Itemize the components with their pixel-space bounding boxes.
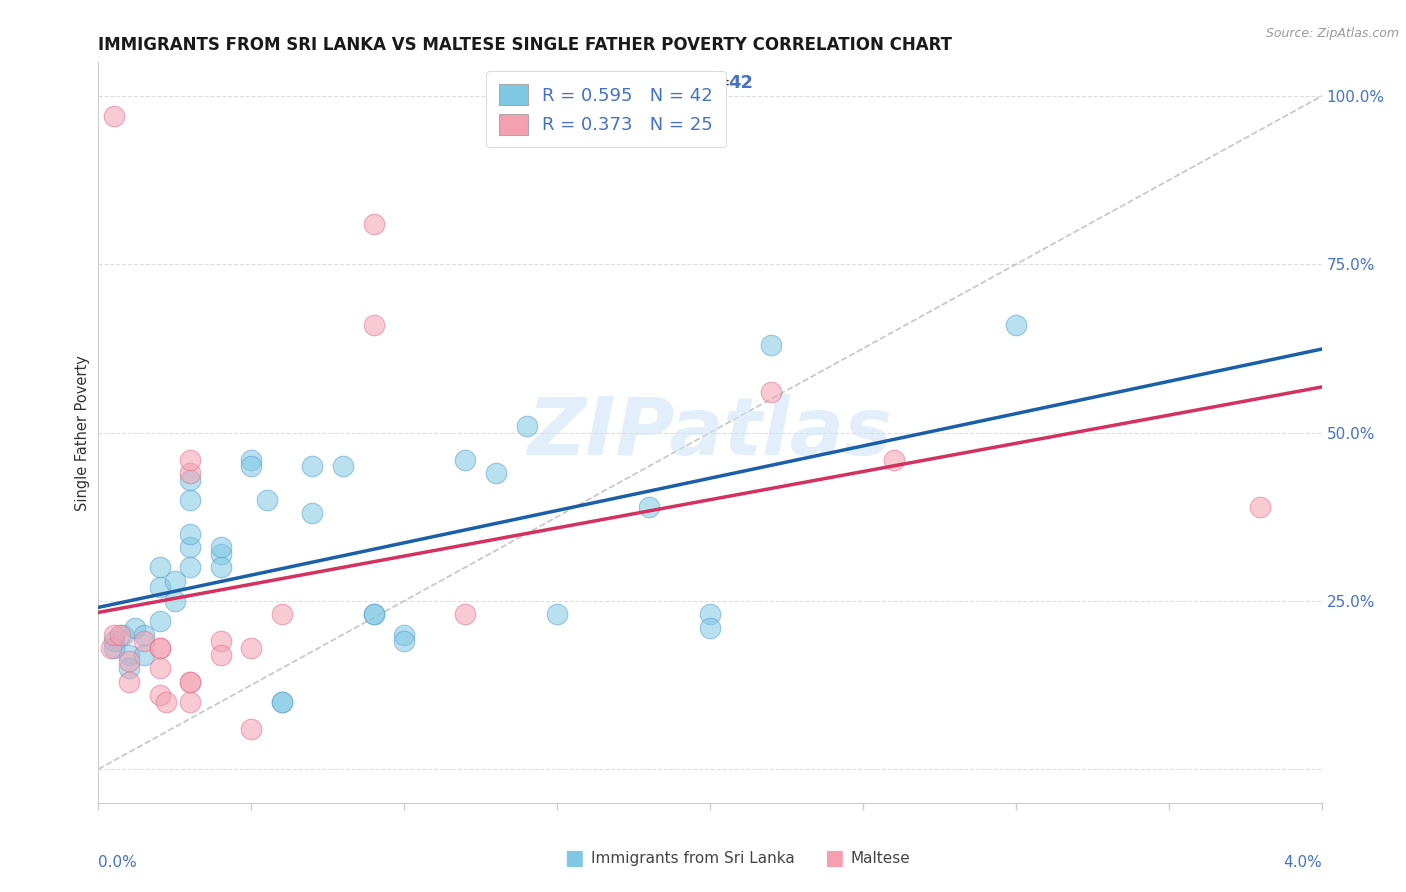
Point <box>179 526 201 541</box>
Point <box>256 492 278 507</box>
Point <box>179 674 201 689</box>
Point <box>179 452 201 467</box>
Text: ZIPatlas: ZIPatlas <box>527 393 893 472</box>
Point <box>149 688 172 702</box>
Point <box>270 695 294 709</box>
Point <box>134 627 156 641</box>
Point <box>759 338 782 352</box>
Point <box>149 640 172 655</box>
Point <box>363 607 385 622</box>
Point <box>240 640 263 655</box>
Point <box>179 466 201 480</box>
Point <box>179 473 201 487</box>
Text: N =: N = <box>679 73 737 92</box>
Point <box>392 634 416 648</box>
Text: 4.0%: 4.0% <box>1282 855 1322 870</box>
Text: R =: R = <box>606 73 645 92</box>
Point <box>209 648 232 662</box>
Point <box>103 634 125 648</box>
Point <box>759 385 782 400</box>
Y-axis label: Single Father Poverty: Single Father Poverty <box>75 355 90 510</box>
Text: 0.0%: 0.0% <box>98 855 138 870</box>
Point <box>332 459 354 474</box>
Point <box>363 318 385 332</box>
Point <box>454 452 477 467</box>
Point <box>179 674 201 689</box>
Point <box>240 722 263 736</box>
Point <box>699 621 721 635</box>
Point <box>100 640 122 655</box>
Point <box>149 661 172 675</box>
Legend: R = 0.595   N = 42, R = 0.373   N = 25: R = 0.595 N = 42, R = 0.373 N = 25 <box>486 71 725 147</box>
Point <box>301 459 323 474</box>
Point <box>163 574 186 588</box>
Point <box>149 581 172 595</box>
Point <box>103 627 125 641</box>
Point <box>118 655 141 669</box>
Point <box>124 621 146 635</box>
Point <box>546 607 568 622</box>
Point <box>179 560 201 574</box>
Point <box>118 648 141 662</box>
Text: ■: ■ <box>564 848 583 868</box>
Text: 0.595: 0.595 <box>643 73 700 92</box>
Point <box>179 492 201 507</box>
Point <box>179 540 201 554</box>
Text: Immigrants from Sri Lanka: Immigrants from Sri Lanka <box>591 851 794 865</box>
Point <box>516 418 538 433</box>
Point <box>485 466 508 480</box>
Point <box>301 507 323 521</box>
Point <box>699 607 721 622</box>
Point <box>883 452 905 467</box>
Point <box>637 500 661 514</box>
Point <box>118 661 141 675</box>
Point <box>103 640 125 655</box>
Point <box>149 560 172 574</box>
Point <box>149 614 172 628</box>
Point <box>155 695 177 709</box>
Point <box>240 452 263 467</box>
Point <box>149 640 172 655</box>
Point <box>270 695 294 709</box>
Point <box>134 634 156 648</box>
Text: Maltese: Maltese <box>851 851 910 865</box>
Point <box>179 695 201 709</box>
Point <box>108 627 131 641</box>
Text: 42: 42 <box>728 73 754 92</box>
Point <box>134 648 156 662</box>
Point <box>240 459 263 474</box>
Point <box>103 109 125 123</box>
Point <box>163 594 186 608</box>
Text: IMMIGRANTS FROM SRI LANKA VS MALTESE SINGLE FATHER POVERTY CORRELATION CHART: IMMIGRANTS FROM SRI LANKA VS MALTESE SIN… <box>98 36 952 54</box>
Point <box>363 607 385 622</box>
Point <box>270 607 294 622</box>
Text: Source: ZipAtlas.com: Source: ZipAtlas.com <box>1265 27 1399 40</box>
Point <box>118 674 141 689</box>
Point <box>1249 500 1271 514</box>
Point <box>454 607 477 622</box>
Point <box>111 627 134 641</box>
Point <box>209 560 232 574</box>
Text: ■: ■ <box>824 848 844 868</box>
Point <box>209 634 232 648</box>
Point <box>209 547 232 561</box>
Point <box>209 540 232 554</box>
Point <box>1004 318 1026 332</box>
Point <box>392 627 416 641</box>
Point <box>363 217 385 231</box>
